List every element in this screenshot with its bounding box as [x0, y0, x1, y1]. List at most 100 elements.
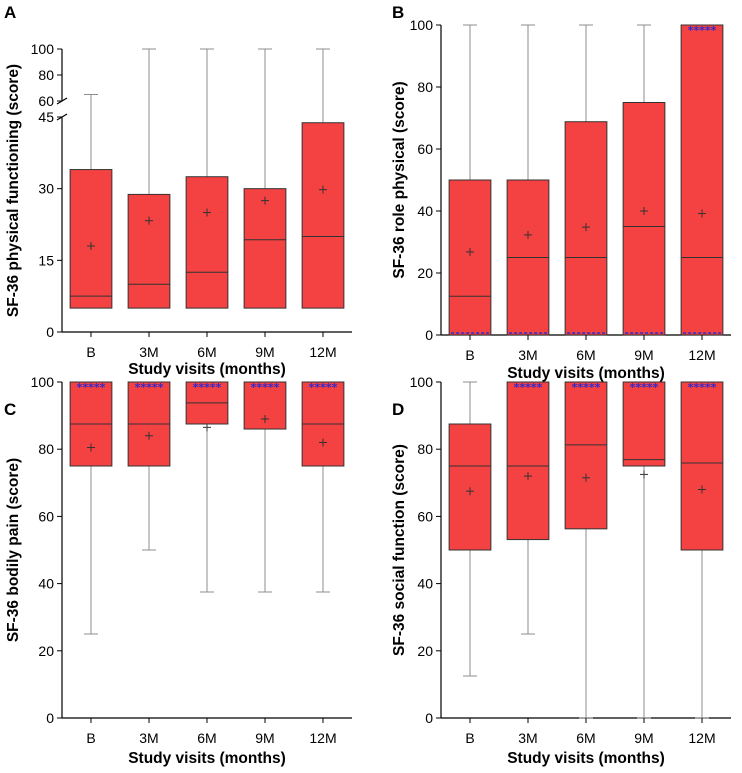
panel-letter: D	[392, 400, 404, 419]
iqr-box	[564, 381, 608, 530]
box-B	[448, 381, 492, 677]
y-tick-label: 15	[38, 252, 54, 268]
x-tick-label: 9M	[255, 730, 274, 746]
iqr-box	[506, 381, 550, 541]
box-12M	[301, 48, 345, 309]
y-axis-title: SF-36 bodily pain (score)	[5, 458, 22, 642]
y-tick-label: 30	[38, 181, 54, 197]
box-3M: *****	[127, 381, 171, 551]
box-3M	[506, 24, 550, 336]
box-9M: *****	[622, 381, 666, 719]
ceiling-stars: *****	[251, 381, 280, 394]
iqr-box	[622, 102, 666, 336]
panel-letter: A	[4, 3, 16, 22]
x-axis-title: Study visits (months)	[507, 750, 665, 767]
box-9M: *****	[243, 381, 287, 593]
panel-letter: C	[4, 400, 16, 419]
box-12M: *****	[680, 24, 724, 336]
y-tick-label: 80	[417, 79, 433, 95]
x-tick-label: 12M	[688, 347, 715, 363]
x-tick-label: 3M	[518, 730, 537, 746]
x-tick-label: 12M	[309, 730, 336, 746]
x-tick-label: 6M	[576, 730, 595, 746]
box-B: *****	[69, 381, 113, 635]
ceiling-stars: *****	[572, 381, 601, 394]
x-tick-label: B	[86, 344, 95, 360]
x-tick-label: B	[86, 730, 95, 746]
ceiling-stars: *****	[630, 381, 659, 394]
y-tick-label: 100	[31, 374, 55, 390]
y-tick-label: 100	[410, 374, 434, 390]
ceiling-stars: *****	[135, 381, 164, 394]
box-B	[448, 24, 492, 336]
y-tick-label: 60	[417, 508, 433, 524]
panel-c: C 0 20 40 60 80 100 ***** B ***** 3M ***** 6M ***** 9M…	[4, 374, 352, 767]
y-axis-title: SF-36 role physical (score)	[391, 81, 408, 278]
box-9M	[622, 24, 666, 336]
y-tick-label: 20	[417, 265, 433, 281]
ceiling-stars: *****	[514, 381, 543, 394]
y-tick-label: 80	[38, 441, 54, 457]
y-tick-label: 100	[31, 41, 55, 57]
y-tick-label: 20	[38, 643, 54, 659]
ceiling-stars: *****	[688, 381, 717, 394]
y-tick-label: 0	[46, 710, 54, 726]
box-6M	[564, 24, 608, 336]
panel-b: B 0 20 40 60 80 100 B 3M 6M 9M ***** 12M Study visits…	[391, 3, 731, 382]
iqr-box	[622, 381, 666, 467]
iqr-box	[301, 122, 345, 309]
iqr-box	[680, 381, 724, 551]
iqr-box	[243, 188, 287, 309]
x-tick-label: 6M	[576, 347, 595, 363]
y-tick-label: 40	[417, 203, 433, 219]
x-tick-label: 6M	[197, 730, 216, 746]
y-tick-label: 0	[46, 324, 54, 340]
box-6M: *****	[185, 381, 229, 593]
iqr-box	[448, 423, 492, 551]
iqr-box	[448, 179, 492, 336]
ceiling-stars: *****	[193, 381, 222, 394]
x-tick-label: 12M	[309, 344, 336, 360]
panel-letter: B	[392, 3, 404, 22]
ceiling-stars: *****	[309, 381, 338, 394]
y-tick-label: 60	[38, 93, 54, 109]
x-tick-label: 9M	[255, 344, 274, 360]
x-axis-title: Study visits (months)	[128, 361, 286, 378]
iqr-box	[680, 24, 724, 336]
box-3M: *****	[506, 381, 550, 635]
y-tick-label: 60	[38, 508, 54, 524]
y-tick-label: 80	[417, 441, 433, 457]
y-tick-label: 40	[38, 576, 54, 592]
y-tick-label: 80	[38, 67, 54, 83]
x-tick-label: 6M	[197, 344, 216, 360]
y-tick-label: 40	[417, 576, 433, 592]
x-tick-label: 9M	[634, 347, 653, 363]
box-12M: *****	[301, 381, 345, 593]
ceiling-stars: *****	[77, 381, 106, 394]
y-tick-label: 45	[38, 109, 54, 125]
box-9M	[243, 48, 287, 309]
panel-d: D 0 20 40 60 80 100 B ***** 3M ***** 6M ***** 9M *****…	[391, 374, 731, 767]
iqr-box	[185, 176, 229, 309]
x-axis-title: Study visits (months)	[507, 365, 665, 382]
x-tick-label: B	[465, 347, 474, 363]
iqr-box	[127, 193, 171, 309]
x-tick-label: B	[465, 730, 474, 746]
box-B	[69, 94, 113, 309]
box-3M	[127, 48, 171, 309]
box-12M: *****	[680, 381, 724, 719]
y-axis-title: SF-36 social function (score)	[391, 444, 408, 656]
x-tick-label: 3M	[139, 344, 158, 360]
y-tick-label: 0	[425, 710, 433, 726]
box-6M	[185, 48, 229, 309]
y-tick-label: 60	[417, 141, 433, 157]
iqr-box	[69, 169, 113, 309]
ceiling-stars: *****	[688, 24, 717, 37]
x-axis-title: Study visits (months)	[128, 750, 286, 767]
y-tick-label: 20	[417, 643, 433, 659]
y-axis-title: SF-36 physical functioning (score)	[5, 64, 22, 317]
x-tick-label: 3M	[139, 730, 158, 746]
x-tick-label: 9M	[634, 730, 653, 746]
